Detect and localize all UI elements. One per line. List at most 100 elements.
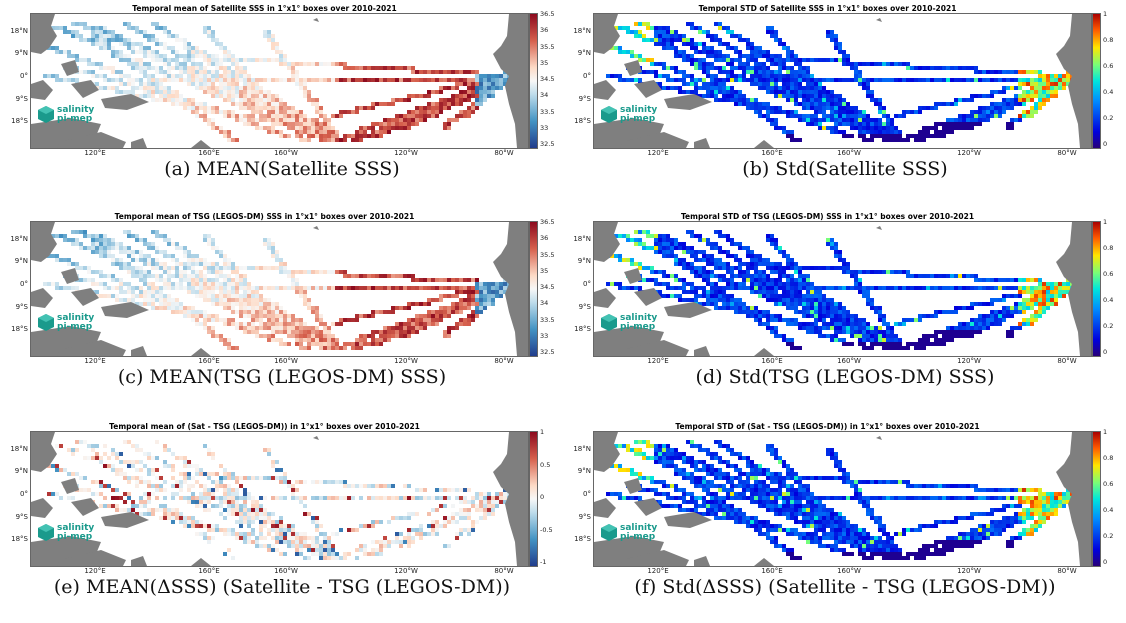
latitude-tick-label: 18°S — [574, 535, 591, 543]
longitude-tick-label: 160°W — [274, 567, 298, 575]
longitude-tick-label: 120°E — [647, 357, 669, 365]
colorbar-tick-label: 36 — [540, 26, 549, 35]
longitude-tick-label: 120°E — [647, 149, 669, 157]
colorbar — [1092, 13, 1101, 149]
logo-text: salinity pi-mep — [620, 314, 657, 332]
subfigure-caption: (d) Std(TSG (LEGOS-DM) SSS) — [695, 366, 995, 388]
map-title: Temporal STD of TSG (LEGOS-DM) SSS in 1°… — [680, 212, 975, 221]
colorbar-tick-label: -0.5 — [540, 525, 553, 534]
logo-line1: salinity — [57, 313, 95, 323]
colorbar-tick-label: 0.2 — [1103, 532, 1114, 540]
map-title: Temporal STD of Satellite SSS in 1°x1° b… — [698, 4, 957, 13]
longitude-tick-label: 120°E — [84, 149, 106, 157]
longitude-tick-label: 160°E — [761, 567, 783, 575]
colorbar-tick-label: 33 — [540, 123, 549, 132]
latitude-tick-label: 9°S — [15, 513, 28, 521]
logo-line2: pi-mep — [57, 114, 93, 124]
longitude-tick-label: 160°E — [198, 149, 220, 157]
salinity-pi-mep-logo — [599, 312, 619, 336]
subfigure-caption: (c) MEAN(TSG (LEGOS-DM) SSS) — [117, 366, 447, 388]
latitude-tick-label: 18°S — [11, 535, 28, 543]
longitude-tick-label: 160°E — [761, 149, 783, 157]
latitude-tick-label: 9°S — [578, 303, 591, 311]
subfigure-caption: (f) Std(ΔSSS) (Satellite - TSG (LEGOS-DM… — [634, 576, 1056, 598]
latitude-tick-label: 18°S — [574, 325, 591, 333]
latitude-tick-label: 18°N — [10, 445, 28, 453]
subfigure-caption: (a) MEAN(Satellite SSS) — [164, 158, 400, 180]
latitude-tick-label: 18°S — [11, 117, 28, 125]
latitude-tick-label: 0° — [20, 72, 28, 80]
latitude-tick-label: 9°N — [14, 467, 28, 475]
latitude-tick-label: 9°S — [578, 513, 591, 521]
latitude-tick-label: 9°N — [14, 257, 28, 265]
longitude-tick-label: 120°W — [957, 567, 981, 575]
latitude-tick-label: 0° — [20, 490, 28, 498]
latitude-tick-label: 18°N — [573, 235, 591, 243]
latitude-tick-label: 18°N — [573, 27, 591, 35]
colorbar-tick-label: 0 — [1103, 558, 1108, 566]
logo-text: salinity pi-mep — [620, 524, 657, 542]
salinity-pi-mep-logo — [36, 312, 56, 336]
colorbar-tick-label: 35 — [540, 266, 549, 275]
figure-panel: Temporal STD of Satellite SSS in 1°x1° b… — [565, 0, 1125, 205]
colorbar-tick-label: 0.8 — [1103, 454, 1114, 462]
map-plot — [30, 431, 529, 567]
colorbar-tick-label: 33.5 — [540, 107, 555, 116]
colorbar-tick-label: 0.6 — [1103, 270, 1114, 278]
map-plot — [593, 431, 1092, 567]
colorbar — [529, 13, 538, 149]
longitude-tick-label: 120°E — [84, 357, 106, 365]
latitude-tick-label: 18°N — [10, 235, 28, 243]
colorbar-tick-label: 1 — [1103, 218, 1108, 226]
map-title: Temporal STD of (Sat - TSG (LEGOS-DM)) i… — [675, 422, 980, 431]
logo-text: salinity pi-mep — [57, 106, 94, 124]
latitude-tick-label: 18°S — [574, 117, 591, 125]
colorbar-tick-label: 34 — [540, 91, 549, 100]
latitude-tick-label: 0° — [20, 280, 28, 288]
longitude-tick-label: 160°W — [837, 149, 861, 157]
longitude-tick-label: 160°W — [274, 149, 298, 157]
longitude-tick-label: 160°W — [837, 567, 861, 575]
longitude-tick-label: 80°W — [1057, 567, 1077, 575]
colorbar-tick-label: 0.8 — [1103, 244, 1114, 252]
colorbar — [529, 431, 538, 567]
colorbar-tick-label: 34.5 — [540, 75, 555, 83]
logo-line1: salinity — [57, 105, 95, 115]
latitude-tick-label: 9°S — [15, 95, 28, 103]
colorbar-tick-label: 36.5 — [540, 10, 555, 18]
latitude-tick-label: 18°N — [573, 445, 591, 453]
logo-line2: pi-mep — [620, 322, 656, 332]
map-plot — [593, 221, 1092, 357]
colorbar-tick-label: 35 — [540, 58, 549, 67]
logo-text: salinity pi-mep — [57, 524, 94, 542]
map-plot — [593, 13, 1092, 149]
salinity-pi-mep-logo — [599, 522, 619, 546]
longitude-tick-label: 120°W — [957, 149, 981, 157]
colorbar-tick-label: 0.4 — [1103, 88, 1114, 96]
colorbar-tick-label: 0 — [540, 493, 545, 501]
longitude-tick-label: 120°W — [394, 149, 418, 157]
figure-panel: Temporal mean of Satellite SSS in 1°x1° … — [2, 0, 562, 205]
logo-line2: pi-mep — [620, 532, 656, 542]
colorbar-tick-label: -1 — [540, 558, 547, 566]
colorbar — [1092, 221, 1101, 357]
longitude-tick-label: 160°W — [837, 357, 861, 365]
colorbar — [1092, 431, 1101, 567]
longitude-tick-label: 80°W — [1057, 357, 1077, 365]
longitude-tick-label: 80°W — [494, 357, 514, 365]
logo-line2: pi-mep — [57, 322, 93, 332]
colorbar-tick-label: 0.2 — [1103, 322, 1114, 330]
logo-line2: pi-mep — [57, 532, 93, 542]
longitude-tick-label: 160°W — [274, 357, 298, 365]
latitude-tick-label: 0° — [583, 280, 591, 288]
logo-line1: salinity — [620, 313, 658, 323]
longitude-tick-label: 120°E — [84, 567, 106, 575]
colorbar-tick-label: 33.5 — [540, 315, 555, 324]
colorbar-tick-label: 34 — [540, 299, 549, 308]
colorbar-tick-label: 0.4 — [1103, 506, 1114, 514]
subfigure-caption: (b) Std(Satellite SSS) — [742, 158, 948, 180]
colorbar-tick-label: 36 — [540, 234, 549, 243]
salinity-pi-mep-logo — [599, 104, 619, 128]
longitude-tick-label: 120°W — [957, 357, 981, 365]
colorbar-tick-label: 1 — [540, 428, 545, 436]
